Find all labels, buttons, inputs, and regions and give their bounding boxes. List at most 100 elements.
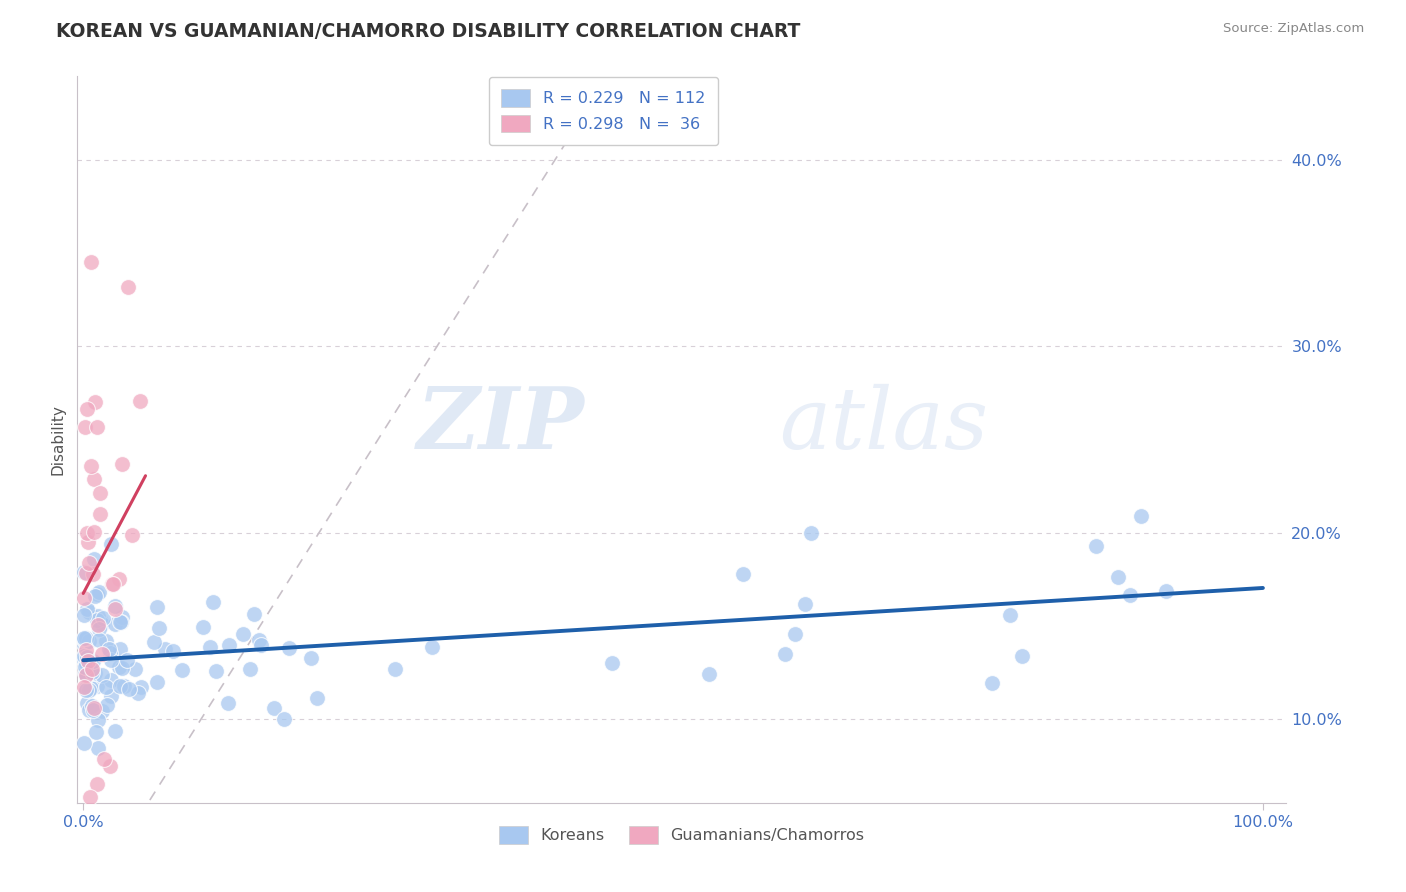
Point bbox=[100, 536, 122, 550]
Point bbox=[84, 665, 107, 680]
Point bbox=[263, 700, 285, 714]
Point bbox=[243, 607, 266, 621]
Point bbox=[146, 600, 169, 615]
Point bbox=[76, 649, 98, 664]
Point bbox=[793, 597, 815, 611]
Point bbox=[90, 616, 112, 631]
Point bbox=[83, 473, 105, 487]
Point bbox=[981, 676, 1004, 690]
Point bbox=[94, 633, 117, 648]
Point bbox=[110, 679, 132, 693]
Point bbox=[800, 525, 823, 540]
Point bbox=[98, 641, 121, 656]
Point bbox=[153, 642, 176, 657]
Point bbox=[128, 394, 150, 409]
Point bbox=[1118, 588, 1140, 602]
Point bbox=[91, 647, 114, 661]
Point bbox=[170, 663, 193, 677]
Point bbox=[201, 595, 224, 609]
Point bbox=[239, 662, 262, 676]
Point bbox=[115, 653, 138, 667]
Point bbox=[129, 680, 152, 694]
Point bbox=[86, 617, 108, 632]
Point bbox=[93, 752, 115, 766]
Point bbox=[73, 632, 96, 647]
Point bbox=[73, 607, 96, 622]
Point bbox=[75, 681, 97, 696]
Point bbox=[73, 666, 96, 681]
Point bbox=[697, 667, 720, 681]
Point bbox=[121, 528, 143, 542]
Point bbox=[118, 682, 141, 697]
Point bbox=[87, 632, 110, 647]
Point bbox=[75, 566, 97, 580]
Point bbox=[162, 644, 184, 658]
Point bbox=[82, 654, 104, 668]
Point bbox=[80, 681, 103, 695]
Point bbox=[124, 662, 146, 676]
Point bbox=[100, 653, 122, 667]
Point bbox=[73, 653, 96, 667]
Point bbox=[98, 758, 121, 772]
Point bbox=[73, 591, 96, 605]
Text: ZIP: ZIP bbox=[418, 383, 585, 467]
Point bbox=[101, 577, 124, 591]
Point bbox=[299, 651, 322, 665]
Point bbox=[100, 689, 122, 703]
Point bbox=[731, 567, 754, 582]
Point bbox=[75, 655, 97, 669]
Point bbox=[80, 255, 103, 269]
Point bbox=[76, 401, 98, 416]
Point bbox=[112, 679, 135, 693]
Point bbox=[75, 668, 97, 682]
Point bbox=[77, 703, 100, 717]
Point bbox=[87, 608, 110, 623]
Point bbox=[87, 713, 110, 727]
Point bbox=[73, 631, 96, 645]
Point bbox=[89, 507, 111, 521]
Point bbox=[73, 637, 96, 651]
Point bbox=[1011, 648, 1033, 663]
Point bbox=[600, 656, 623, 670]
Point bbox=[76, 696, 98, 710]
Point bbox=[91, 611, 114, 625]
Point bbox=[104, 723, 127, 738]
Point bbox=[83, 700, 105, 714]
Point bbox=[111, 457, 134, 471]
Legend: Koreans, Guamanians/Chamorros: Koreans, Guamanians/Chamorros bbox=[486, 814, 877, 856]
Point bbox=[75, 669, 97, 683]
Point bbox=[110, 641, 132, 656]
Point bbox=[110, 615, 132, 629]
Point bbox=[79, 790, 101, 805]
Point bbox=[75, 631, 97, 645]
Point bbox=[193, 620, 215, 634]
Point bbox=[73, 419, 96, 434]
Point bbox=[773, 647, 796, 661]
Point bbox=[142, 635, 165, 649]
Y-axis label: Disability: Disability bbox=[51, 404, 66, 475]
Point bbox=[273, 712, 295, 726]
Point bbox=[87, 622, 110, 636]
Point bbox=[205, 665, 228, 679]
Point bbox=[108, 572, 131, 586]
Point bbox=[1130, 508, 1153, 523]
Point bbox=[76, 525, 98, 540]
Text: KOREAN VS GUAMANIAN/CHAMORRO DISABILITY CORRELATION CHART: KOREAN VS GUAMANIAN/CHAMORRO DISABILITY … bbox=[56, 22, 800, 41]
Point bbox=[75, 656, 97, 670]
Point bbox=[200, 640, 222, 655]
Point bbox=[73, 565, 96, 579]
Point bbox=[146, 675, 169, 690]
Point bbox=[247, 632, 270, 647]
Point bbox=[77, 534, 100, 549]
Point bbox=[104, 602, 127, 616]
Point bbox=[103, 599, 125, 613]
Point bbox=[84, 395, 107, 409]
Point bbox=[86, 587, 108, 601]
Point bbox=[111, 661, 134, 675]
Point bbox=[420, 640, 443, 654]
Point bbox=[90, 614, 112, 628]
Point bbox=[75, 683, 97, 698]
Point bbox=[218, 638, 240, 652]
Point bbox=[127, 686, 149, 700]
Point bbox=[73, 632, 96, 647]
